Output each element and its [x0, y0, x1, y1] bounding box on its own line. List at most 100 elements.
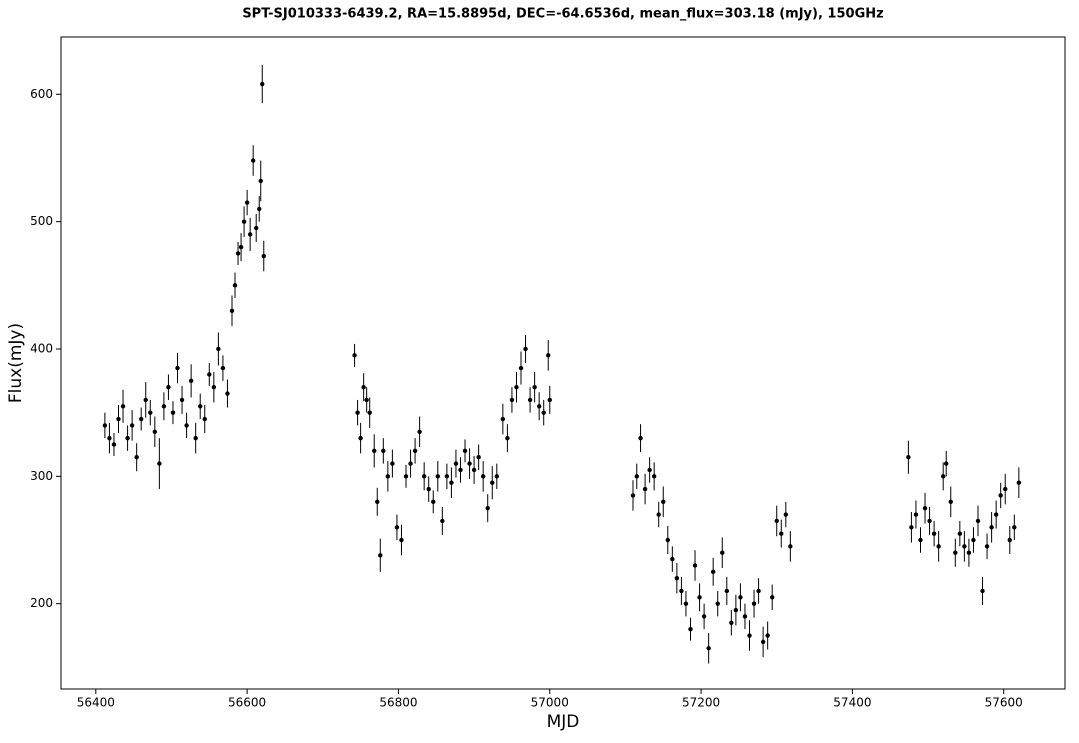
data-point	[471, 467, 477, 473]
data-point	[134, 455, 139, 460]
data-point	[998, 493, 1003, 498]
data-point	[688, 626, 693, 632]
data-point	[738, 595, 743, 600]
data-point	[364, 397, 369, 403]
data-point	[751, 601, 757, 606]
data-point	[724, 588, 730, 594]
data-point	[462, 448, 468, 454]
data-point	[372, 448, 377, 454]
data-point	[225, 391, 230, 396]
data-point	[936, 544, 941, 549]
data-point	[408, 461, 413, 466]
data-point	[431, 499, 436, 505]
data-point	[989, 525, 994, 530]
data-point	[250, 158, 256, 163]
data-point	[216, 346, 221, 352]
data-point	[931, 531, 937, 536]
data-point	[449, 480, 454, 485]
data-point	[188, 378, 194, 384]
data-point	[166, 384, 171, 390]
data-point	[229, 308, 235, 313]
data-point	[235, 251, 241, 256]
data-point	[665, 537, 670, 543]
data-point	[715, 601, 720, 606]
data-point	[918, 537, 923, 543]
data-point	[651, 474, 657, 479]
data-point	[674, 576, 680, 581]
data-point	[733, 607, 739, 613]
data-point	[783, 512, 789, 517]
data-point	[116, 416, 121, 422]
data-point	[207, 372, 212, 377]
data-point	[922, 505, 928, 511]
data-point	[747, 633, 752, 638]
data-point	[138, 416, 144, 422]
data-point	[962, 544, 967, 549]
data-point	[642, 486, 648, 492]
x-tick-label: 56800	[379, 696, 417, 710]
data-point	[683, 601, 689, 606]
data-point	[125, 435, 130, 441]
data-point	[399, 537, 404, 543]
data-point	[634, 474, 639, 479]
data-point	[647, 467, 652, 473]
data-point	[527, 397, 533, 403]
data-point	[509, 397, 515, 403]
data-point	[710, 569, 716, 575]
data-point	[742, 614, 748, 619]
data-point	[385, 474, 391, 479]
y-tick-label: 500	[30, 214, 53, 228]
data-point	[257, 206, 262, 212]
data-point	[701, 614, 707, 619]
data-point	[523, 346, 528, 352]
data-point	[756, 588, 761, 594]
data-point	[1012, 525, 1017, 530]
data-point	[378, 553, 383, 558]
data-point	[244, 200, 250, 205]
data-point	[202, 416, 207, 422]
data-point	[258, 178, 263, 184]
data-point	[403, 474, 409, 479]
data-point	[765, 633, 770, 638]
y-tick-label: 600	[30, 87, 53, 101]
data-point	[975, 518, 981, 524]
data-point	[779, 531, 784, 536]
data-point	[143, 397, 148, 403]
data-point	[175, 365, 180, 371]
data-point	[957, 531, 963, 536]
data-point	[358, 435, 363, 441]
data-point	[184, 423, 189, 428]
data-point	[440, 518, 445, 524]
x-tick-label: 57200	[682, 696, 720, 710]
data-point	[500, 416, 506, 422]
data-point	[547, 397, 552, 403]
data-point	[426, 486, 431, 492]
data-point	[514, 384, 519, 390]
data-point	[720, 550, 725, 555]
data-point	[444, 474, 450, 479]
data-point	[697, 595, 702, 600]
data-point	[966, 550, 972, 555]
data-point	[179, 397, 185, 403]
data-point	[381, 448, 386, 454]
data-point	[361, 384, 366, 390]
data-point	[161, 404, 167, 409]
data-point	[927, 518, 932, 524]
data-point	[774, 518, 779, 524]
data-point	[394, 525, 400, 530]
y-tick-label: 200	[30, 596, 53, 610]
data-point	[541, 410, 546, 415]
data-point	[980, 588, 985, 594]
data-point	[102, 423, 108, 428]
data-point	[692, 563, 698, 568]
data-point	[261, 253, 266, 259]
data-point	[906, 455, 911, 460]
y-tick-label: 400	[30, 341, 53, 355]
data-point	[485, 505, 490, 511]
data-point	[505, 435, 510, 441]
data-point	[769, 595, 775, 600]
data-point	[435, 474, 440, 479]
data-point	[220, 365, 226, 371]
data-point	[421, 474, 427, 479]
data-point	[729, 620, 734, 625]
